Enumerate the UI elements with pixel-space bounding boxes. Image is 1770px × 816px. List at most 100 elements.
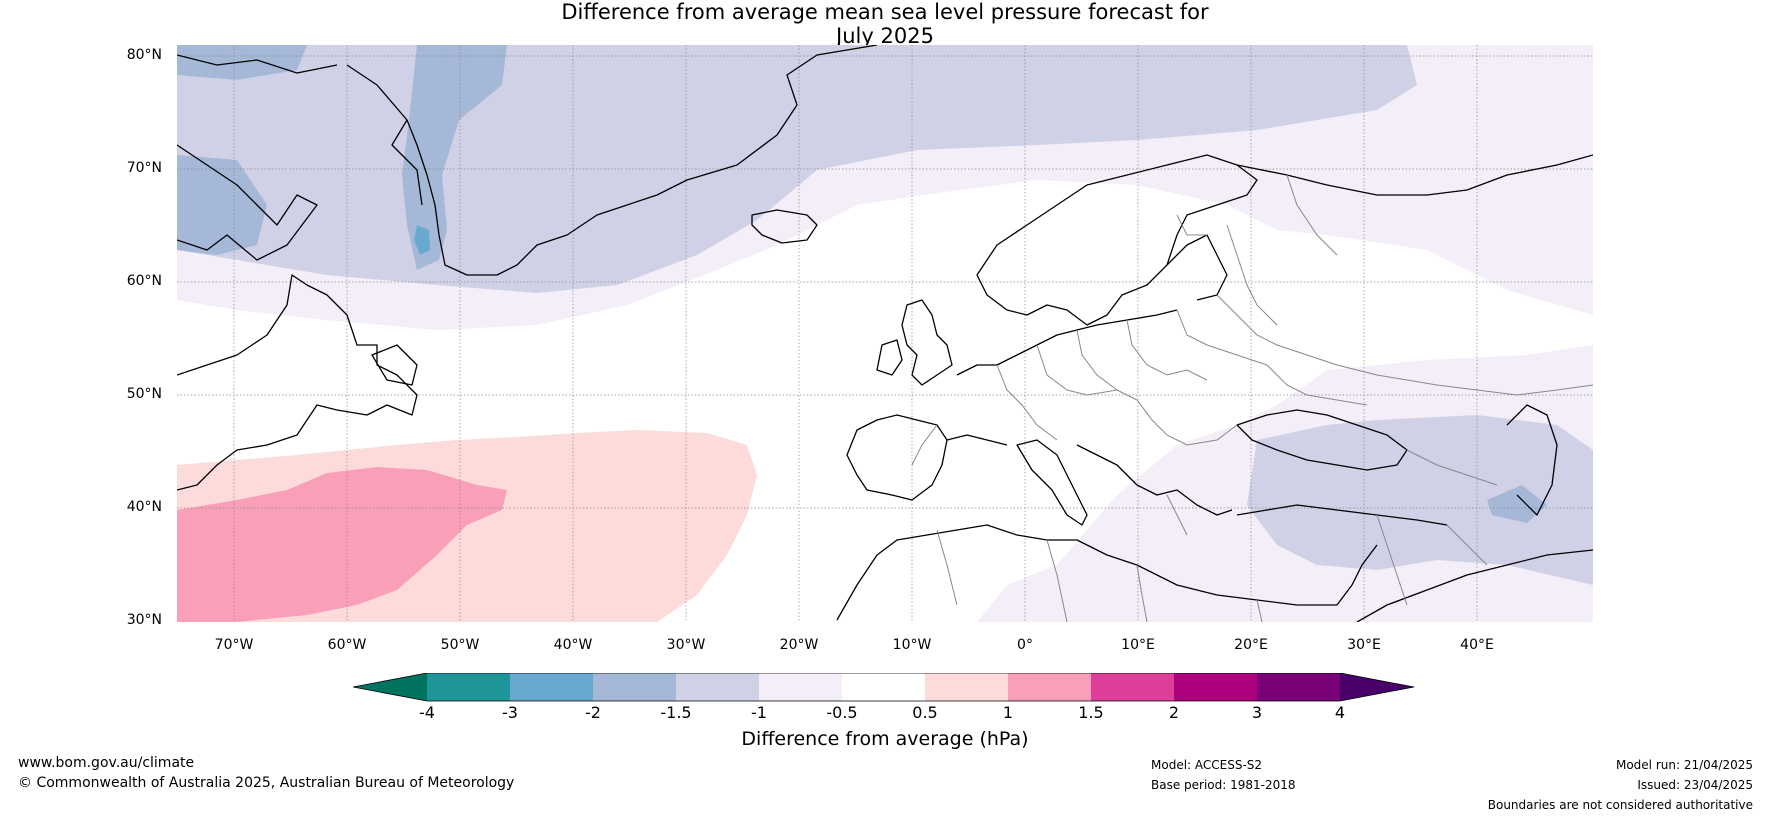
lat-label-70n: 70°N: [126, 160, 162, 176]
coast-caspian: [1506, 404, 1558, 516]
colorbar-outline: [353, 673, 1415, 702]
coast-ireland: [876, 339, 903, 376]
coastlines: [177, 45, 1593, 622]
coast-kola: [1236, 154, 1593, 196]
coast-greenland-east: [391, 119, 423, 206]
colorbar-extend-high: [1340, 673, 1414, 701]
colorbar-tick-label: 1.5: [1078, 703, 1104, 722]
border-path-2: [1036, 344, 1138, 401]
lon-label-50w: 50°W: [440, 637, 480, 653]
lon-label-10e: 10°E: [1121, 637, 1155, 653]
lon-label-40w: 40°W: [553, 637, 593, 653]
coast-norway: [976, 154, 1258, 326]
anomaly-region-blue-grey-baffin: [177, 155, 267, 255]
lat-label-30n: 30°N: [126, 612, 162, 628]
border-path-11: [911, 424, 938, 466]
border-path-12: [1166, 494, 1188, 536]
footer-model-run: Model run: 21/04/2025: [1615, 758, 1753, 772]
colorbar-tick-label: -0.5: [826, 703, 858, 722]
footer-website: www.bom.gov.au/climate: [18, 755, 195, 771]
anomaly-region-lavender-east: [1247, 415, 1593, 585]
coast-great-britain: [901, 299, 953, 386]
coast-europe-north: [956, 309, 1178, 376]
lat-label-60n: 60°N: [126, 273, 162, 289]
coast-newfoundland: [371, 344, 418, 386]
footer-model: Model: ACCESS-S2: [1151, 758, 1263, 772]
border-path-14: [1376, 514, 1408, 606]
footer-disclaimer: Boundaries are not considered authoritat…: [1487, 798, 1753, 812]
lon-label-10w: 10°W: [892, 637, 932, 653]
colorbar-segment: [676, 673, 759, 701]
lon-label-20e: 20°E: [1234, 637, 1268, 653]
colorbar-tick-label: 2: [1168, 703, 1180, 722]
coast-turkey: [1236, 504, 1448, 526]
border-path-8: [1266, 364, 1368, 406]
footer-issued: Issued: 23/04/2025: [1637, 778, 1753, 792]
coast-greenland: [346, 45, 878, 276]
map-canvas: [177, 45, 1593, 622]
coast-baffin: [177, 144, 318, 261]
map-title: Difference from average mean sea level p…: [0, 0, 1770, 48]
colorbar-segment: [1008, 673, 1091, 701]
colorbar-segment: [427, 673, 510, 701]
colorbar-segment: [925, 673, 1008, 701]
colorbar-label: Difference from average (hPa): [741, 728, 1029, 750]
footer-copyright: © Commonwealth of Australia 2025, Austra…: [18, 775, 515, 791]
colorbar-segment: [1091, 673, 1174, 701]
lat-label-80n: 80°N: [126, 47, 162, 63]
border-path-9: [1376, 374, 1593, 396]
lon-label-40e: 40°E: [1460, 637, 1494, 653]
border-path-13: [1406, 449, 1498, 486]
coast-arctic-islands: [177, 54, 338, 74]
border-path-7: [1216, 294, 1378, 376]
border-path-16: [936, 529, 958, 606]
coast-levant: [1336, 544, 1378, 606]
border-path-5: [1176, 309, 1268, 366]
colorbar-segment: [1257, 673, 1340, 701]
coast-italy: [1016, 439, 1088, 526]
border-path-18: [1136, 564, 1148, 622]
anomaly-region-blue-grey-east: [1487, 485, 1547, 523]
coast-labrador: [177, 274, 418, 491]
footer-base-period: Base period: 1981-2018: [1151, 778, 1296, 792]
colorbar-tick-label: 1: [1002, 703, 1014, 722]
lon-label-60w: 60°W: [327, 637, 367, 653]
country-borders: [911, 174, 1593, 622]
colorbar-tick-label: -4: [419, 703, 435, 722]
border-path-15: [1446, 524, 1488, 566]
lon-label-0: 0°: [1017, 637, 1033, 653]
lat-label-40n: 40°N: [126, 499, 162, 515]
colorbar-tick-label: -1.5: [660, 703, 692, 722]
colorbar-tick-label: 4: [1334, 703, 1346, 722]
lon-label-30e: 30°E: [1347, 637, 1381, 653]
coast-iberia: [846, 414, 948, 501]
colorbar-segment: [1174, 673, 1257, 701]
lon-label-30w: 30°W: [666, 637, 706, 653]
border-path-6: [1136, 399, 1238, 446]
colorbar-tick-label: -2: [585, 703, 601, 722]
coast-iceland: [751, 209, 818, 244]
border-path-20: [1176, 214, 1207, 236]
colorbar-segment: [759, 673, 842, 701]
graticule: [177, 45, 1593, 622]
pressure-anomaly-map: [177, 45, 1593, 622]
lon-label-70w: 70°W: [214, 637, 254, 653]
border-path-21: [1286, 174, 1338, 256]
coast-france-med: [946, 434, 1008, 446]
coast-black-sea: [1236, 409, 1408, 471]
colorbar: [353, 673, 1415, 702]
border-path-10: [1226, 224, 1278, 326]
border-path-17: [1046, 539, 1068, 622]
coast-balkans: [1076, 444, 1233, 516]
anomaly-region-pink: [177, 467, 507, 622]
coast-arabia: [1356, 549, 1593, 622]
colorbar-tick-label: -3: [502, 703, 518, 722]
map-title-line2: July 2025: [836, 24, 934, 48]
border-path-3: [1076, 329, 1118, 391]
colorbar-tick-label: 3: [1251, 703, 1263, 722]
lon-label-20w: 20°W: [779, 637, 819, 653]
colorbar-extend-low: [353, 673, 427, 701]
colorbar-segment: [842, 673, 925, 701]
map-title-line1: Difference from average mean sea level p…: [561, 0, 1209, 24]
anomaly-region-blue-grey-greenland: [402, 45, 507, 270]
